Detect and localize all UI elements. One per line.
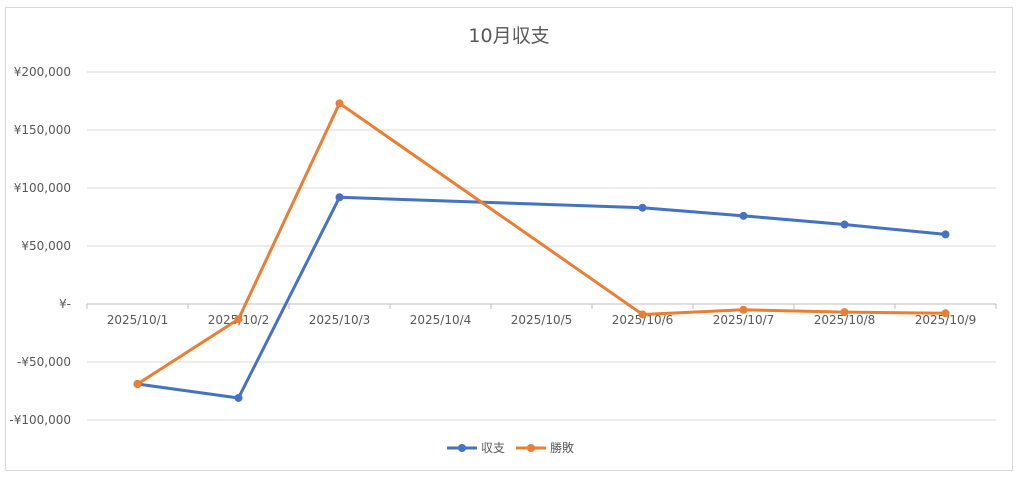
data-point[interactable] bbox=[234, 315, 243, 324]
data-point[interactable] bbox=[941, 230, 950, 239]
legend-label: 収支 bbox=[481, 441, 505, 455]
series-line-2 bbox=[136, 101, 947, 386]
x-tick-label: 2025/10/7 bbox=[713, 313, 775, 327]
y-tick-label: -¥50,000 bbox=[17, 355, 71, 369]
y-tick-label: ¥150,000 bbox=[14, 123, 71, 137]
x-tick-label: 2025/10/8 bbox=[814, 313, 876, 327]
y-tick-label: ¥50,000 bbox=[21, 239, 71, 253]
data-point[interactable] bbox=[638, 310, 647, 319]
y-tick-label: ¥- bbox=[59, 297, 71, 311]
x-tick-label: 2025/10/3 bbox=[309, 313, 371, 327]
legend-label: 勝敗 bbox=[550, 440, 574, 455]
legend-marker bbox=[527, 444, 535, 452]
y-tick-label: ¥200,000 bbox=[14, 65, 71, 79]
y-tick-label: -¥100,000 bbox=[9, 413, 71, 427]
y-axis-tick-labels: ¥200,000 ¥150,000 ¥100,000 ¥50,000 ¥- -¥50,00… bbox=[9, 65, 71, 427]
x-tick-label: 2025/10/1 bbox=[107, 313, 169, 327]
data-point[interactable] bbox=[234, 393, 243, 402]
chart-title: 10月収支 bbox=[468, 25, 549, 47]
chart-area bbox=[5, 7, 1013, 471]
series-line-1 bbox=[136, 195, 947, 400]
legend-marker bbox=[458, 444, 466, 452]
y-tick-label: ¥100,000 bbox=[14, 181, 71, 195]
x-axis bbox=[86, 303, 997, 309]
data-point[interactable] bbox=[638, 203, 647, 212]
legend[interactable]: 収支 勝敗 bbox=[447, 440, 574, 455]
data-point[interactable] bbox=[739, 211, 748, 220]
series-group bbox=[133, 99, 950, 402]
x-tick-label: 2025/10/5 bbox=[511, 313, 573, 327]
data-point[interactable] bbox=[133, 380, 142, 389]
data-point[interactable] bbox=[840, 308, 849, 317]
data-point[interactable] bbox=[335, 193, 344, 202]
data-point[interactable] bbox=[941, 309, 950, 318]
x-tick-label: 2025/10/6 bbox=[612, 313, 674, 327]
data-point[interactable] bbox=[840, 220, 849, 229]
data-point[interactable] bbox=[739, 305, 748, 314]
x-tick-label: 2025/10/9 bbox=[915, 313, 977, 327]
gridlines bbox=[87, 71, 996, 421]
data-point[interactable] bbox=[335, 99, 344, 108]
x-tick-label: 2025/10/4 bbox=[410, 313, 472, 327]
